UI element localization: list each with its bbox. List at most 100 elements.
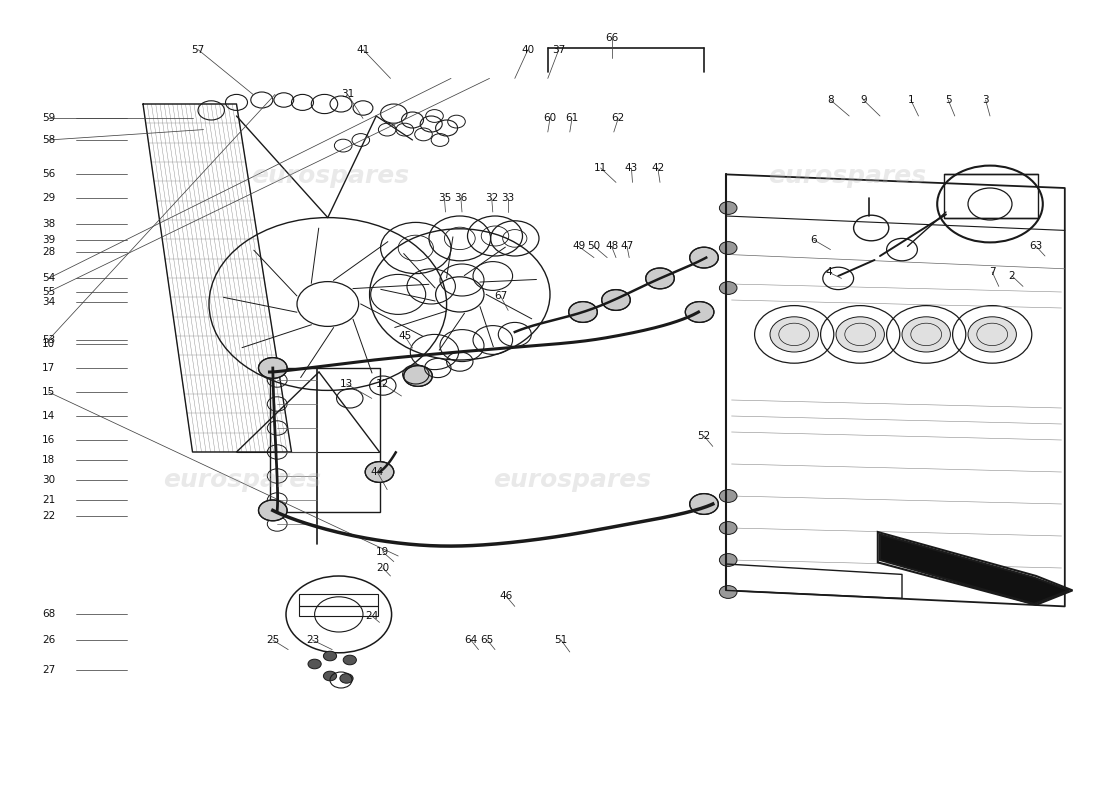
Text: 32: 32 (485, 194, 498, 203)
Circle shape (258, 500, 287, 521)
Text: 21: 21 (42, 495, 55, 505)
Bar (270, 368, 380, 512)
Text: 27: 27 (42, 666, 55, 675)
Circle shape (343, 655, 356, 665)
Text: 29: 29 (42, 194, 55, 203)
Text: 67: 67 (494, 291, 507, 301)
Text: 18: 18 (42, 455, 55, 465)
Text: 50: 50 (587, 242, 601, 251)
Circle shape (365, 462, 394, 482)
Text: 25: 25 (266, 635, 279, 645)
Circle shape (646, 268, 674, 289)
Circle shape (968, 317, 1016, 352)
Circle shape (404, 366, 432, 386)
Circle shape (719, 282, 737, 294)
Text: 39: 39 (42, 235, 55, 245)
Text: 6: 6 (811, 235, 817, 245)
Circle shape (258, 358, 287, 378)
Text: 3: 3 (982, 95, 989, 105)
Bar (944, 174, 1038, 218)
Circle shape (770, 317, 818, 352)
Text: 40: 40 (521, 45, 535, 54)
Text: 55: 55 (42, 287, 55, 297)
Text: 17: 17 (42, 363, 55, 373)
Bar (299, 606, 378, 616)
Text: 63: 63 (1030, 242, 1043, 251)
Circle shape (719, 202, 737, 214)
Text: 8: 8 (827, 95, 834, 105)
Text: 15: 15 (42, 387, 55, 397)
Circle shape (685, 302, 714, 322)
Text: 68: 68 (42, 610, 55, 619)
Circle shape (690, 494, 718, 514)
Text: 35: 35 (438, 194, 451, 203)
Text: 19: 19 (376, 547, 389, 557)
Bar (299, 594, 378, 606)
Text: 16: 16 (42, 435, 55, 445)
Circle shape (602, 290, 630, 310)
Text: 22: 22 (42, 511, 55, 521)
Text: 34: 34 (42, 298, 55, 307)
Text: 14: 14 (42, 411, 55, 421)
Text: 4: 4 (825, 267, 832, 277)
Text: 43: 43 (625, 163, 638, 173)
Circle shape (719, 242, 737, 254)
Circle shape (902, 317, 950, 352)
Circle shape (719, 490, 737, 502)
Text: 65: 65 (481, 635, 494, 645)
Text: 44: 44 (371, 467, 384, 477)
Text: 2: 2 (1009, 271, 1015, 281)
Text: 7: 7 (989, 267, 996, 277)
Polygon shape (880, 534, 1069, 604)
Text: eurospares: eurospares (768, 164, 926, 188)
Text: 5: 5 (945, 95, 952, 105)
Text: 64: 64 (464, 635, 477, 645)
Text: 23: 23 (306, 635, 319, 645)
Text: 33: 33 (502, 194, 515, 203)
Text: 51: 51 (554, 635, 568, 645)
Circle shape (308, 659, 321, 669)
Text: 61: 61 (565, 114, 579, 123)
Circle shape (836, 317, 884, 352)
Text: 12: 12 (376, 379, 389, 389)
Text: 10: 10 (42, 339, 55, 349)
Text: 58: 58 (42, 135, 55, 145)
Text: 41: 41 (356, 45, 370, 54)
Text: 11: 11 (594, 163, 607, 173)
Text: 42: 42 (651, 163, 664, 173)
Text: 48: 48 (605, 242, 618, 251)
Circle shape (340, 674, 353, 683)
Text: 62: 62 (612, 114, 625, 123)
Text: eurospares: eurospares (251, 164, 409, 188)
Circle shape (569, 302, 597, 322)
Text: 24: 24 (365, 611, 378, 621)
Circle shape (690, 247, 718, 268)
Text: 57: 57 (191, 45, 205, 54)
Text: 46: 46 (499, 591, 513, 601)
Text: 38: 38 (42, 219, 55, 229)
Text: 54: 54 (42, 274, 55, 283)
Text: 47: 47 (620, 242, 634, 251)
Text: 45: 45 (398, 331, 411, 341)
Text: 13: 13 (340, 379, 353, 389)
Text: eurospares: eurospares (163, 468, 321, 492)
Text: eurospares: eurospares (493, 468, 651, 492)
Text: 1: 1 (908, 95, 914, 105)
Text: 49: 49 (572, 242, 585, 251)
Text: 36: 36 (454, 194, 467, 203)
Text: 60: 60 (543, 114, 557, 123)
Text: 20: 20 (376, 563, 389, 573)
Text: 28: 28 (42, 247, 55, 257)
Text: 66: 66 (605, 34, 618, 43)
Circle shape (323, 651, 337, 661)
Circle shape (323, 671, 337, 681)
Text: 59: 59 (42, 114, 55, 123)
Circle shape (719, 522, 737, 534)
Circle shape (719, 586, 737, 598)
Text: 52: 52 (697, 431, 711, 441)
Text: 26: 26 (42, 635, 55, 645)
Text: 31: 31 (341, 90, 354, 99)
Text: 37: 37 (552, 45, 565, 54)
Text: 30: 30 (42, 475, 55, 485)
Text: 9: 9 (860, 95, 867, 105)
